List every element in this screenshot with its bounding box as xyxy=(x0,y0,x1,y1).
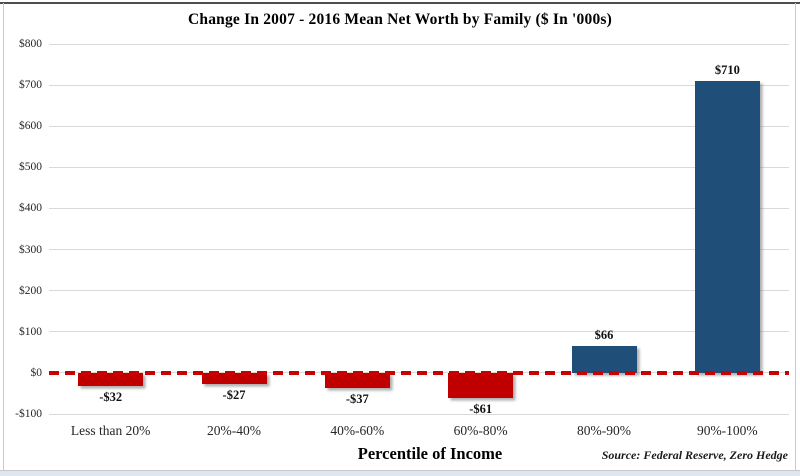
gridline xyxy=(49,166,789,168)
chart-top-border xyxy=(0,2,800,4)
chart-right-border xyxy=(795,3,796,471)
gridline xyxy=(49,249,789,251)
bar-40-60- xyxy=(324,372,390,389)
y-tick-label: $100 xyxy=(19,325,42,338)
x-tick-label: 90%-100% xyxy=(696,423,758,438)
x-tick-label: Less than 20% xyxy=(70,423,151,438)
gridline xyxy=(49,84,789,86)
y-tick-label: $800 xyxy=(19,38,42,50)
value-label: -$37 xyxy=(345,392,369,407)
y-tick-label: -$100 xyxy=(15,408,42,420)
y-tick-label: $0 xyxy=(30,366,43,379)
value-label: -$32 xyxy=(99,390,123,405)
x-tick-label: 80%-90% xyxy=(576,423,631,438)
gridline xyxy=(49,43,789,45)
value-label: -$27 xyxy=(222,387,246,402)
x-axis-title: Percentile of Income xyxy=(357,444,503,463)
value-label: $710 xyxy=(714,63,740,77)
x-tick-label: 40%-60% xyxy=(330,423,385,438)
y-axis: $800 $700 $600 $500 $400 $300 $200 $100 $0 -$100 xyxy=(0,38,43,420)
gridline xyxy=(49,290,789,292)
bar-60-80- xyxy=(448,372,514,398)
x-tick-label: 60%-80% xyxy=(453,423,508,438)
value-label: $66 xyxy=(594,327,614,342)
y-tick-label: $600 xyxy=(19,120,42,133)
plot-area: -$32 -$27 -$37 -$61 $66 $710 xyxy=(49,43,789,416)
value-label: -$61 xyxy=(469,401,493,416)
zero-dashed-line xyxy=(49,370,789,375)
y-tick-label: $500 xyxy=(19,161,42,174)
y-tick-label: $700 xyxy=(19,79,42,92)
bar-20-40- xyxy=(201,372,267,384)
gridline xyxy=(49,331,789,333)
gridline xyxy=(49,125,789,127)
x-tick-label: 20%-40% xyxy=(206,423,261,438)
y-tick-label: $200 xyxy=(19,284,42,297)
y-tick-label: $400 xyxy=(19,202,42,215)
gridline xyxy=(49,207,789,209)
bar-less-than-20- xyxy=(78,372,144,387)
x-axis: Less than 20% 20%-40% 40%-60% 60%-80% 80%-90… xyxy=(49,423,789,439)
bar-80-90- xyxy=(571,345,637,373)
gridline xyxy=(49,413,789,415)
chart-bottom-border xyxy=(0,470,800,471)
chart-bottom-strip xyxy=(0,471,800,476)
bar-90-100- xyxy=(694,81,760,373)
chart-title: Change In 2007 - 2016 Mean Net Worth by … xyxy=(188,11,612,28)
chart-left-border xyxy=(3,3,4,471)
y-tick-label: $300 xyxy=(19,243,42,256)
source-note: Source: Federal Reserve, Zero Hedge xyxy=(601,448,788,462)
